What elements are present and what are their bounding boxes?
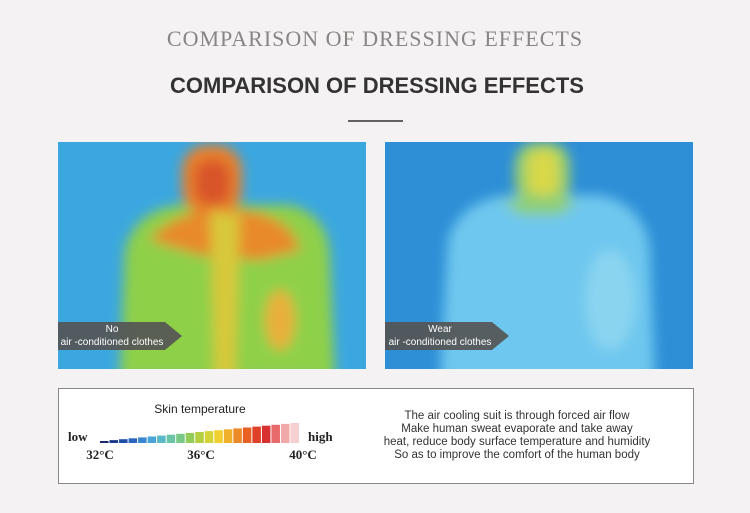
thermal-image-left [58, 142, 366, 369]
color-swatch [147, 436, 157, 443]
color-swatch [204, 431, 214, 443]
color-swatch [176, 433, 185, 443]
color-swatch [280, 423, 290, 443]
description-line: heat, reduce body surface temperature an… [384, 436, 651, 448]
label-text: air -conditioned clothes [61, 337, 164, 348]
color-swatch [138, 437, 147, 443]
label-arrow [58, 322, 182, 350]
color-swatch [261, 425, 271, 443]
label-text: air -conditioned clothes [389, 337, 492, 348]
legend-tick: 40°C [289, 447, 317, 462]
color-swatch [119, 439, 128, 443]
description-line: Make human sweat evaporate and take away [401, 423, 633, 435]
legend-tick: 36°C [187, 447, 215, 462]
color-swatch [128, 438, 138, 443]
color-swatch [252, 426, 261, 443]
legend-low: low [68, 429, 88, 444]
legend-title: Skin temperature [154, 402, 246, 416]
color-swatch [271, 424, 280, 443]
color-swatch [109, 440, 119, 443]
description-line: The air cooling suit is through forced a… [405, 410, 631, 422]
color-swatch [195, 432, 204, 443]
color-swatch [185, 432, 195, 443]
color-swatch [214, 430, 223, 443]
color-scale [100, 423, 299, 443]
color-swatch [290, 423, 299, 443]
label-text: Wear [428, 324, 452, 335]
subtitle: COMPARISON OF DRESSING EFFECTS [167, 26, 583, 51]
color-swatch [100, 441, 109, 443]
label-arrow [385, 322, 509, 350]
color-swatch [166, 434, 176, 443]
legend-high: high [308, 429, 333, 444]
title: COMPARISON OF DRESSING EFFECTS [170, 73, 584, 98]
label-text: No [106, 324, 119, 335]
color-swatch [233, 428, 242, 443]
color-swatch [242, 427, 252, 443]
color-swatch [223, 429, 233, 443]
description-line: So as to improve the comfort of the huma… [394, 449, 640, 461]
color-swatch [157, 435, 166, 443]
legend-tick: 32°C [86, 447, 114, 462]
